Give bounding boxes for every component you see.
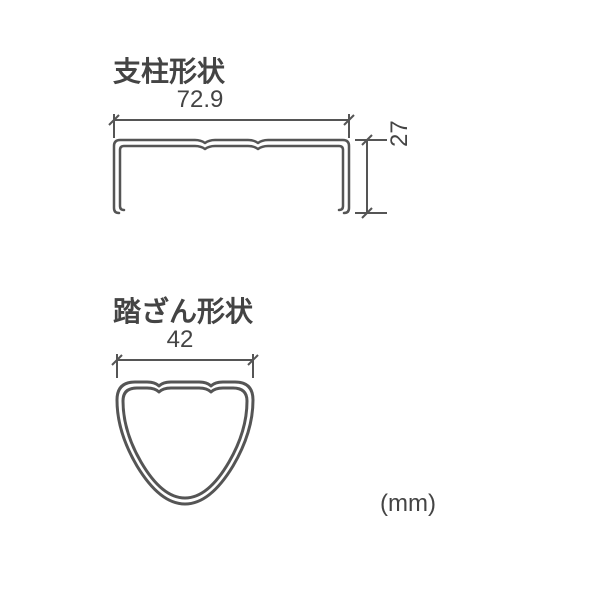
shape1-title: 支柱形状 [113,50,225,90]
shape2-figure [105,354,305,524]
shape1-width-label: 72.9 [170,86,230,114]
diagram-canvas: 支柱形状 72.9 27 踏ざん形状 [0,0,600,600]
shape2-width-label: 42 [160,326,200,354]
shape1-figure [105,114,385,229]
shape2-title: 踏ざん形状 [113,290,253,330]
shape1-height-label: 27 [386,120,414,147]
unit-label: (mm) [380,490,436,518]
